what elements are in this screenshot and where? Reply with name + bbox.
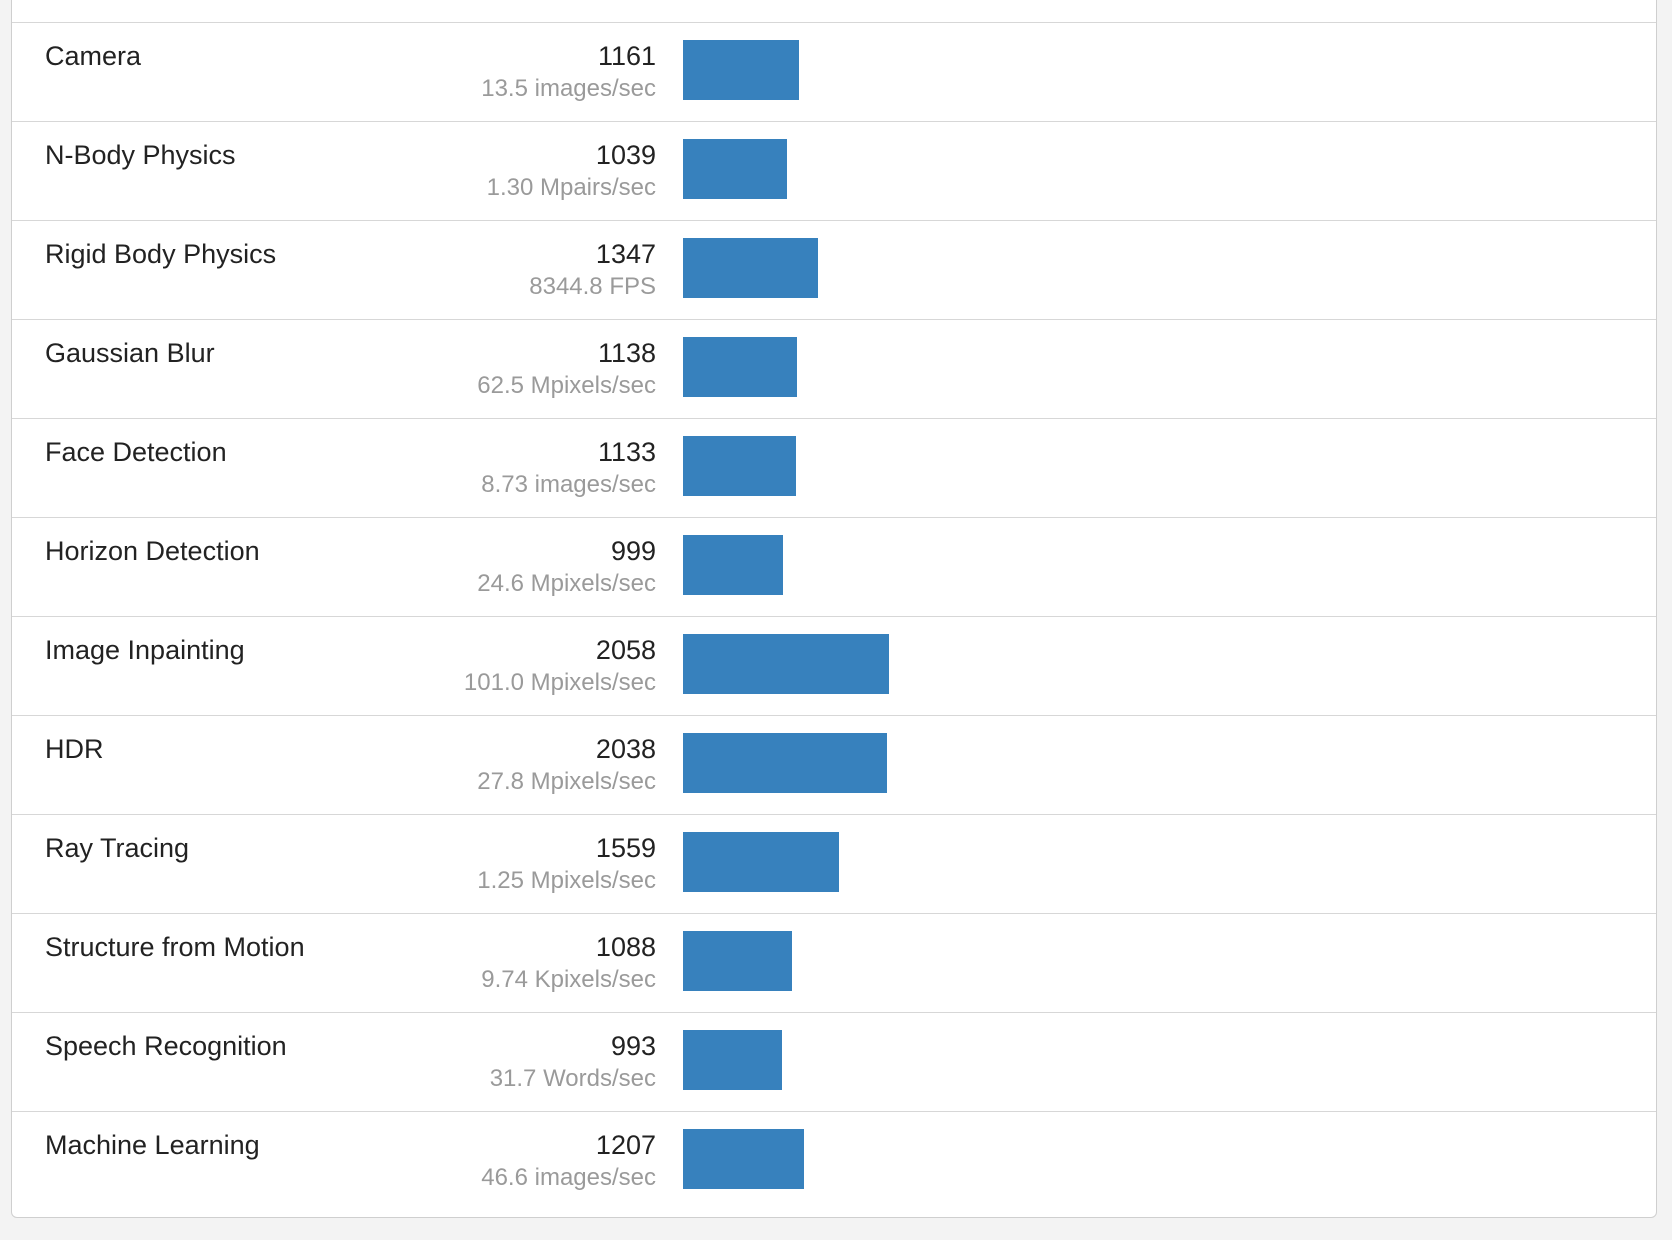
benchmark-rate: 31.7 Words/sec <box>489 1065 656 1092</box>
benchmark-score: 993 <box>610 1031 656 1061</box>
score-bar <box>683 832 839 892</box>
benchmark-name: N-Body Physics <box>45 140 236 170</box>
benchmark-name: Speech Recognition <box>45 1031 287 1061</box>
benchmark-score: 1039 <box>595 140 656 170</box>
score-bar <box>683 238 818 298</box>
score-bar-track <box>683 1030 1583 1090</box>
benchmark-rate: 1.25 Mpixels/sec <box>477 867 656 894</box>
score-bar-track <box>683 1129 1583 1189</box>
score-bar-track <box>683 139 1583 199</box>
score-bar <box>683 436 797 496</box>
benchmark-score: 999 <box>610 536 656 566</box>
benchmark-rate: 1.30 Mpairs/sec <box>486 174 656 201</box>
benchmark-row: Face Detection 1133 8.73 images/sec <box>12 419 1656 518</box>
benchmark-score: 1133 <box>597 437 656 467</box>
score-bar <box>683 931 792 991</box>
score-bar-track <box>683 535 1583 595</box>
score-bar-track <box>683 634 1583 694</box>
benchmark-name: Machine Learning <box>45 1130 260 1160</box>
benchmark-score: 2058 <box>595 635 656 665</box>
score-bar-track <box>683 238 1583 298</box>
benchmark-score: 1347 <box>595 239 656 269</box>
benchmark-name: Rigid Body Physics <box>45 239 277 269</box>
benchmark-score: 1138 <box>597 338 656 368</box>
benchmark-rate: 13.5 images/sec <box>481 75 656 102</box>
benchmark-rate: 8.73 images/sec <box>481 471 656 498</box>
benchmark-rate: 101.0 Mpixels/sec <box>463 669 656 696</box>
benchmark-row: HDR 2038 27.8 Mpixels/sec <box>12 716 1656 815</box>
score-bar <box>683 337 797 397</box>
benchmark-row: Structure from Motion 1088 9.74 Kpixels/… <box>12 914 1656 1013</box>
score-bar <box>683 139 787 199</box>
benchmark-rate: 27.8 Mpixels/sec <box>477 768 656 795</box>
benchmark-row: Horizon Detection 999 24.6 Mpixels/sec <box>12 518 1656 617</box>
benchmark-row: Gaussian Blur 1138 62.5 Mpixels/sec <box>12 320 1656 419</box>
benchmark-row: Image Inpainting 2058 101.0 Mpixels/sec <box>12 617 1656 716</box>
benchmark-name: Structure from Motion <box>45 932 305 962</box>
benchmark-row: Speech Recognition 993 31.7 Words/sec <box>12 1013 1656 1112</box>
score-bar <box>683 634 889 694</box>
benchmark-name: HDR <box>45 734 104 764</box>
benchmark-rate: 9.74 Kpixels/sec <box>481 966 656 993</box>
score-bar-track <box>683 40 1583 100</box>
benchmark-score: 1559 <box>595 833 656 863</box>
score-bar-track <box>683 337 1583 397</box>
benchmark-name: Camera <box>45 41 142 71</box>
benchmark-rate: 46.6 images/sec <box>481 1164 656 1191</box>
benchmark-row: Machine Learning 1207 46.6 images/sec <box>12 1112 1656 1211</box>
benchmark-list: Camera 1161 13.5 images/sec N-Body Physi… <box>12 22 1656 1211</box>
benchmark-name: Horizon Detection <box>45 536 260 566</box>
benchmark-rate: 8344.8 FPS <box>529 273 656 300</box>
benchmark-name: Gaussian Blur <box>45 338 215 368</box>
benchmark-row: Camera 1161 13.5 images/sec <box>12 23 1656 122</box>
benchmark-score: 1088 <box>595 932 656 962</box>
score-bar <box>683 733 887 793</box>
score-bar <box>683 535 783 595</box>
benchmark-name: Image Inpainting <box>45 635 245 665</box>
benchmark-score: 1207 <box>595 1130 656 1160</box>
score-bar <box>683 1030 783 1090</box>
score-bar-track <box>683 733 1583 793</box>
score-bar-track <box>683 436 1583 496</box>
benchmark-score: 2038 <box>595 734 656 764</box>
benchmark-row: Rigid Body Physics 1347 8344.8 FPS <box>12 221 1656 320</box>
benchmark-results-panel: Camera 1161 13.5 images/sec N-Body Physi… <box>11 0 1657 1218</box>
score-bar <box>683 40 800 100</box>
score-bar-track <box>683 832 1583 892</box>
benchmark-name: Face Detection <box>45 437 227 467</box>
score-bar <box>683 1129 804 1189</box>
benchmark-rate: 24.6 Mpixels/sec <box>477 570 656 597</box>
benchmark-score: 1161 <box>597 41 656 71</box>
benchmark-row: N-Body Physics 1039 1.30 Mpairs/sec <box>12 122 1656 221</box>
benchmark-row: Ray Tracing 1559 1.25 Mpixels/sec <box>12 815 1656 914</box>
benchmark-rate: 62.5 Mpixels/sec <box>477 372 656 399</box>
benchmark-name: Ray Tracing <box>45 833 190 863</box>
score-bar-track <box>683 931 1583 991</box>
